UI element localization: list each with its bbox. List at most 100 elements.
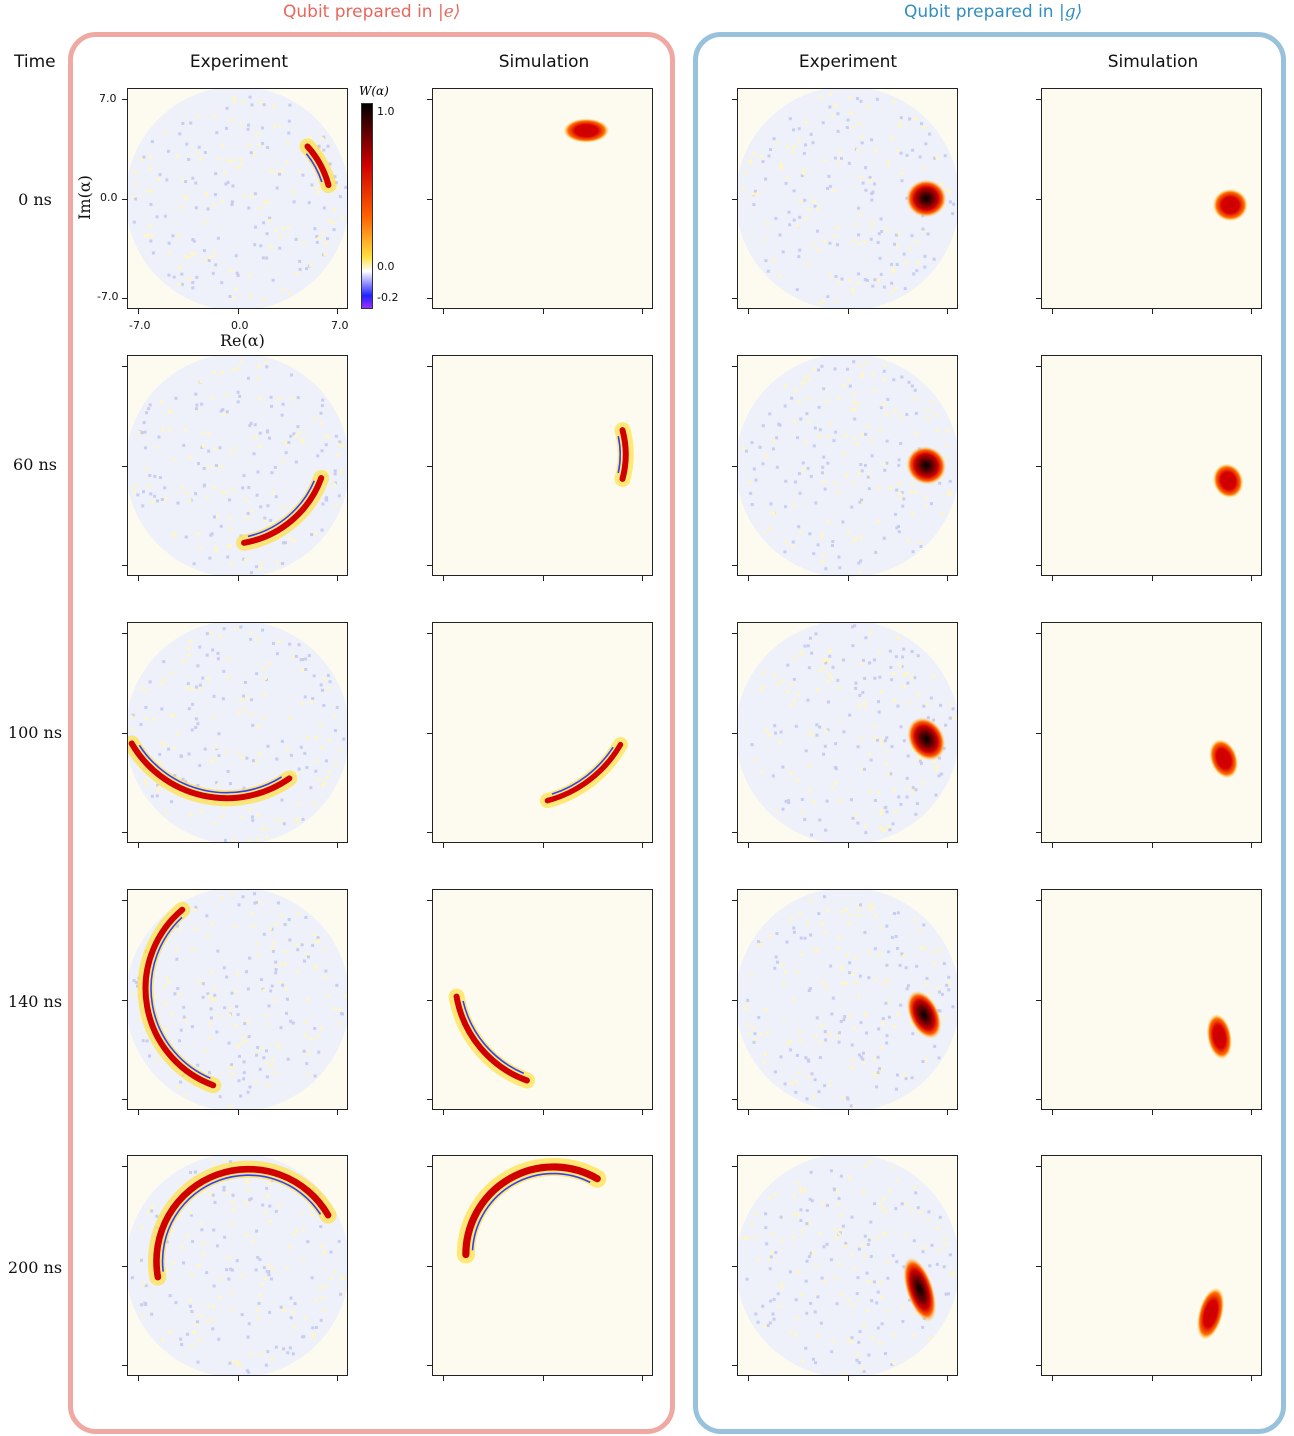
noise-pixel [921, 228, 924, 231]
noise-pixel [845, 434, 848, 437]
noise-pixel [258, 752, 261, 755]
noise-pixel [184, 197, 187, 200]
y-tick [122, 1000, 127, 1001]
noise-pixel [146, 1211, 149, 1214]
noise-pixel [255, 1054, 258, 1057]
noise-pixel [949, 717, 952, 720]
noise-pixel [221, 144, 224, 147]
noise-pixel [757, 1258, 760, 1261]
noise-pixel [842, 1018, 845, 1021]
noise-pixel [287, 132, 290, 135]
noise-pixel [196, 152, 199, 155]
noise-pixel [914, 919, 917, 922]
noise-pixel [197, 462, 200, 465]
wigner-map [433, 356, 652, 575]
colorbar-tick-label: 1.0 [377, 105, 395, 118]
noise-pixel [861, 136, 864, 139]
noise-pixel [188, 753, 191, 756]
noise-pixel [943, 1236, 946, 1239]
noise-pixel [252, 1240, 255, 1243]
noise-pixel [868, 908, 871, 911]
noise-pixel [267, 1023, 270, 1026]
noise-pixel [229, 295, 232, 298]
noise-pixel [133, 979, 136, 982]
noise-pixel [911, 650, 914, 653]
noise-pixel [282, 403, 285, 406]
noise-pixel [196, 1064, 199, 1067]
noise-pixel [316, 1035, 319, 1038]
noise-pixel [866, 1272, 869, 1275]
noise-pixel [847, 531, 850, 534]
wigner-map [433, 89, 652, 308]
noise-pixel [793, 504, 796, 507]
noise-pixel [834, 742, 837, 745]
noise-pixel [237, 400, 240, 403]
noise-pixel [926, 983, 929, 986]
noise-pixel [293, 1326, 296, 1329]
noise-pixel [900, 152, 903, 155]
noise-pixel [765, 454, 768, 457]
noise-pixel [862, 1325, 865, 1328]
noise-pixel [924, 1058, 927, 1061]
noise-pixel [231, 488, 234, 491]
noise-pixel [315, 1298, 318, 1301]
noise-pixel [916, 802, 919, 805]
noise-pixel [193, 908, 196, 911]
noise-pixel [251, 816, 254, 819]
noise-pixel [265, 1364, 268, 1367]
noise-pixel [916, 240, 919, 243]
noise-pixel [850, 1104, 853, 1107]
noise-pixel [804, 1347, 807, 1350]
noise-pixel [258, 445, 261, 448]
noise-pixel [281, 562, 284, 565]
noise-pixel [281, 984, 284, 987]
noise-pixel [301, 174, 304, 177]
noise-pixel [296, 821, 299, 824]
noise-pixel [250, 151, 253, 154]
ground-simulation-header: Simulation [1041, 52, 1265, 72]
noise-pixel [214, 263, 217, 266]
colorbar-title: W(α) [359, 84, 389, 98]
noise-pixel [895, 655, 898, 658]
noise-pixel [313, 1027, 316, 1030]
noise-pixel [189, 1299, 192, 1302]
noise-pixel [922, 1250, 925, 1253]
noise-pixel [819, 1040, 822, 1043]
noise-pixel [838, 799, 841, 802]
noise-pixel [816, 230, 819, 233]
noise-pixel [231, 1072, 234, 1075]
noise-pixel [798, 127, 801, 130]
noise-pixel [762, 160, 765, 163]
noise-pixel [831, 787, 834, 790]
noise-pixel [211, 397, 214, 400]
noise-pixel [871, 454, 874, 457]
noise-pixel [304, 658, 307, 661]
noise-pixel [784, 385, 787, 388]
noise-pixel [167, 981, 170, 984]
noise-pixel [822, 659, 825, 662]
noise-pixel [255, 565, 258, 568]
time-column-header: Time [14, 52, 56, 72]
noise-pixel [887, 161, 890, 164]
noise-pixel [873, 1058, 876, 1061]
noise-pixel [922, 166, 925, 169]
x-tick [337, 1110, 338, 1115]
noise-pixel [952, 707, 955, 710]
noise-pixel [247, 1336, 250, 1339]
noise-pixel [906, 672, 909, 675]
noise-pixel [949, 480, 952, 483]
noise-pixel [234, 1024, 237, 1027]
noise-pixel [928, 133, 931, 136]
noise-pixel [325, 496, 328, 499]
noise-pixel [864, 433, 867, 436]
noise-pixel [764, 1008, 767, 1011]
x-tick [337, 1376, 338, 1381]
noise-pixel [266, 1350, 269, 1353]
noise-pixel [917, 694, 920, 697]
noise-pixel [838, 1041, 841, 1044]
noise-pixel [289, 435, 292, 438]
noise-pixel [175, 958, 178, 961]
x-tick [1251, 1110, 1252, 1115]
y-tick [427, 99, 432, 100]
noise-pixel [273, 941, 276, 944]
